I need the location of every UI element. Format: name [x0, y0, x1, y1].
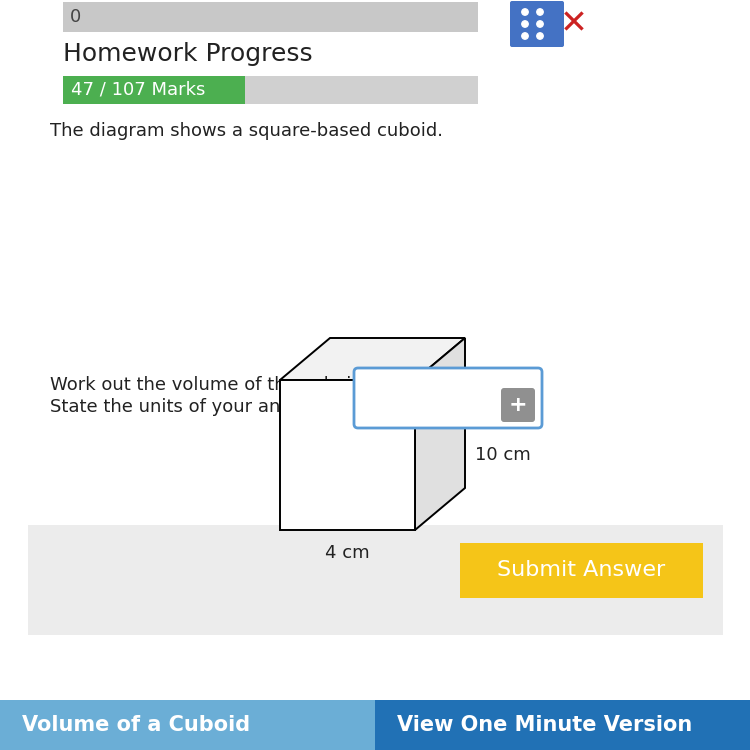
- Text: View One Minute Version: View One Minute Version: [397, 715, 692, 735]
- Circle shape: [537, 21, 543, 27]
- FancyBboxPatch shape: [0, 700, 375, 750]
- Text: 0: 0: [70, 8, 81, 26]
- Text: Submit Answer: Submit Answer: [497, 560, 666, 580]
- FancyBboxPatch shape: [63, 76, 245, 104]
- FancyBboxPatch shape: [28, 525, 723, 635]
- FancyBboxPatch shape: [63, 76, 478, 104]
- Circle shape: [537, 9, 543, 15]
- FancyBboxPatch shape: [460, 543, 703, 598]
- Text: Work out the volume of the cuboid.: Work out the volume of the cuboid.: [50, 376, 368, 394]
- FancyBboxPatch shape: [510, 1, 564, 47]
- Text: ✕: ✕: [560, 8, 588, 40]
- Circle shape: [522, 21, 528, 27]
- Text: Volume of a Cuboid: Volume of a Cuboid: [22, 715, 250, 735]
- Text: State the units of your answer.: State the units of your answer.: [50, 398, 327, 416]
- Polygon shape: [280, 338, 465, 380]
- Text: 4 cm: 4 cm: [326, 544, 370, 562]
- Polygon shape: [415, 338, 465, 530]
- Circle shape: [522, 9, 528, 15]
- FancyBboxPatch shape: [375, 700, 750, 750]
- Circle shape: [537, 33, 543, 39]
- Text: 47 / 107 Marks: 47 / 107 Marks: [71, 81, 206, 99]
- FancyBboxPatch shape: [501, 388, 535, 422]
- Circle shape: [522, 33, 528, 39]
- Text: Homework Progress: Homework Progress: [63, 42, 313, 66]
- Text: 10 cm: 10 cm: [475, 446, 531, 464]
- Polygon shape: [280, 380, 415, 530]
- Text: +: +: [509, 395, 527, 415]
- FancyBboxPatch shape: [354, 368, 542, 428]
- FancyBboxPatch shape: [63, 2, 478, 32]
- Text: The diagram shows a square-based cuboid.: The diagram shows a square-based cuboid.: [50, 122, 443, 140]
